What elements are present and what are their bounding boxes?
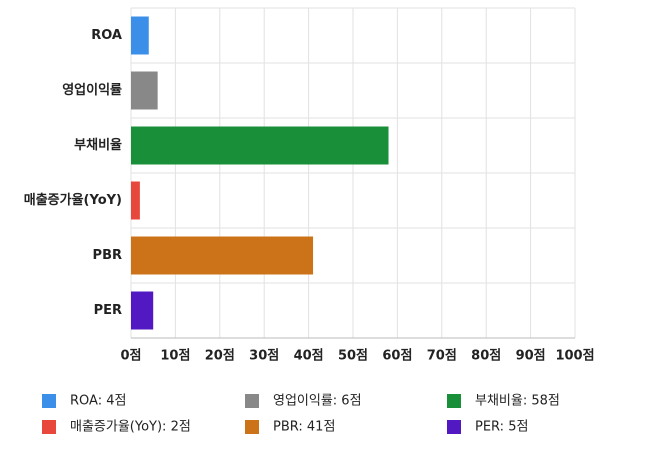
x-tick-label: 50점 xyxy=(338,349,368,364)
bar xyxy=(131,71,158,110)
legend-label: PBR: 41점 xyxy=(273,420,335,435)
bar xyxy=(131,291,154,330)
bar xyxy=(131,126,389,165)
x-tick-label: 70점 xyxy=(427,349,457,364)
y-tick-label: PER xyxy=(94,303,122,318)
legend-label: 매출증가율(YoY): 2점 xyxy=(70,420,191,435)
x-tick-label: 40점 xyxy=(294,349,324,364)
x-tick-label: 0점 xyxy=(120,349,141,364)
y-tick-label: PBR xyxy=(93,248,122,263)
x-tick-label: 10점 xyxy=(160,349,190,364)
legend-label: 영업이익률: 6점 xyxy=(273,394,362,409)
y-tick-label: 영업이익률 xyxy=(62,82,122,98)
legend-swatch xyxy=(447,420,461,434)
x-tick-label: 20점 xyxy=(205,349,235,364)
legend-label: PER: 5점 xyxy=(475,420,528,435)
legend-swatch xyxy=(245,420,259,434)
y-tick-label: ROA xyxy=(91,28,122,43)
legend-swatch xyxy=(447,394,461,408)
bar xyxy=(131,181,140,220)
legend-label: ROA: 4점 xyxy=(70,394,126,409)
x-tick-label: 60점 xyxy=(382,349,412,364)
x-tick-label: 30점 xyxy=(249,349,279,364)
x-tick-label: 100점 xyxy=(555,349,594,364)
x-tick-label: 80점 xyxy=(471,349,501,364)
y-tick-label: 매출증가율(YoY) xyxy=(24,192,122,208)
bar xyxy=(131,16,149,55)
y-tick-label: 부채비율 xyxy=(74,137,122,153)
legend-swatch xyxy=(42,394,56,408)
legend-swatch xyxy=(42,420,56,434)
x-tick-label: 90점 xyxy=(516,349,546,364)
bar xyxy=(131,236,314,275)
legend-label: 부채비율: 58점 xyxy=(475,394,560,409)
legend-swatch xyxy=(245,394,259,408)
